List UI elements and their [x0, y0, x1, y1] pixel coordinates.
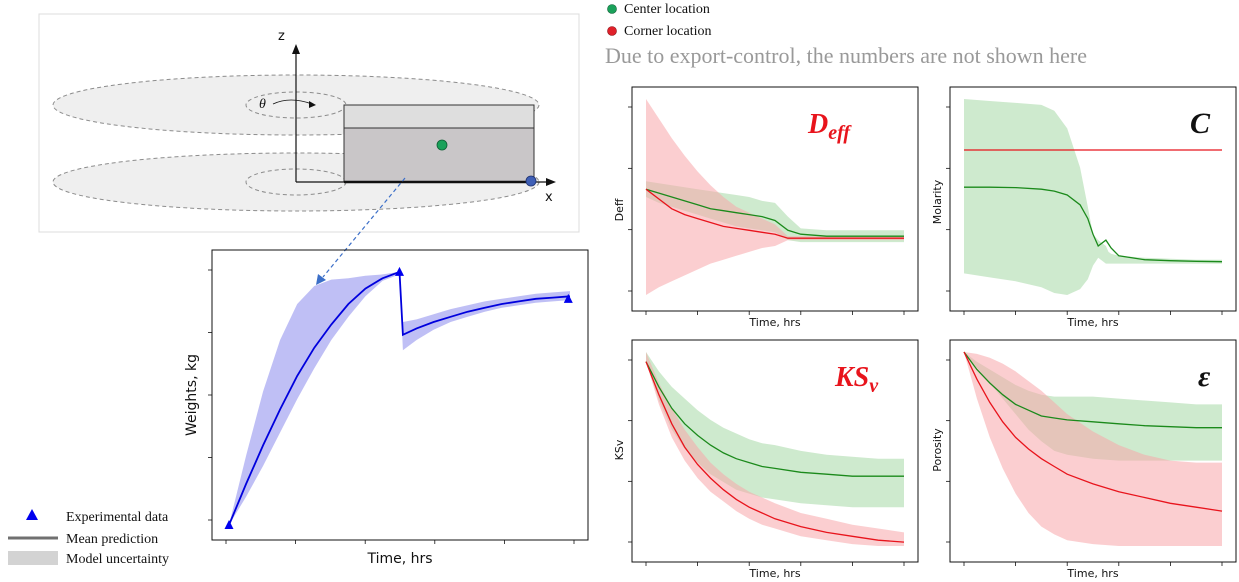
deff-corner-line	[645, 188, 904, 239]
ksv-corner-band	[646, 352, 904, 546]
porosity-corner-line	[963, 351, 1223, 512]
molarity-center-band	[964, 99, 1222, 295]
weights-ylabel: Weights, kg	[184, 354, 200, 436]
ksv-xlabel: Time, hrs	[748, 567, 800, 580]
ksv-center-line	[645, 361, 904, 477]
deff-title: Deff	[807, 109, 852, 144]
pointer-arrow-icon	[316, 274, 326, 285]
ksv-ylabel: KSv	[613, 439, 626, 460]
corner-location-marker	[525, 175, 537, 187]
deff-corner-band	[646, 99, 904, 295]
theta-arc	[272, 99, 313, 105]
molarity-ylabel: Molarity	[931, 179, 944, 224]
ksv-plot-frame	[631, 339, 919, 563]
domain-box-front	[343, 127, 535, 183]
weights-chart: Time, hrs Weights, kg	[184, 249, 589, 567]
domain-box-top	[343, 104, 535, 129]
legend-left: Experimental data Mean prediction Model …	[8, 509, 169, 567]
weights-ticks	[208, 269, 575, 544]
weights-mean-line	[228, 270, 571, 526]
x-axis-label: x	[545, 190, 553, 205]
ksv-title: KSv	[834, 362, 879, 397]
legend-model-uncertainty: Model uncertainty	[66, 552, 169, 567]
theta-arrow-icon	[309, 101, 316, 108]
experimental-data-icon	[26, 509, 38, 520]
molarity-center-line	[964, 186, 1223, 263]
experimental-data-point	[224, 520, 234, 529]
export-control-notice: Due to export-control, the numbers are n…	[605, 43, 1087, 68]
legend-mean-prediction: Mean prediction	[66, 532, 158, 547]
schematic: z x θ	[38, 13, 580, 285]
legend-corner-location: Corner location	[624, 24, 711, 39]
z-axis-label: z	[278, 29, 285, 44]
porosity-xlabel: Time, hrs	[1066, 567, 1118, 580]
x-axis-arrow-icon	[546, 178, 556, 186]
porosity-ylabel: Porosity	[931, 428, 944, 472]
molarity-plot-frame	[949, 86, 1237, 312]
deff-ticks	[628, 106, 905, 315]
theta-label: θ	[259, 97, 266, 112]
porosity-plot-frame	[949, 339, 1237, 563]
ksv-corner-line	[645, 361, 905, 543]
corner-location-legend-icon	[607, 26, 617, 36]
molarity-xlabel: Time, hrs	[1066, 316, 1118, 329]
ksv-ticks	[628, 359, 905, 566]
model-uncertainty-icon	[8, 551, 58, 565]
porosity-corner-band	[964, 352, 1222, 546]
z-axis-arrow-icon	[292, 44, 300, 54]
deff-xlabel: Time, hrs	[748, 316, 800, 329]
molarity-title: C	[1190, 107, 1211, 140]
legend-right: Center location Corner location	[607, 2, 711, 39]
legend-experimental-data: Experimental data	[66, 510, 169, 525]
pointer-dashed-arrow	[322, 177, 406, 278]
molarity-ticks	[946, 106, 1223, 315]
porosity-ticks	[946, 359, 1223, 566]
weights-experimental-points	[224, 266, 573, 529]
deff-center-line	[645, 188, 904, 237]
deff-plot-frame	[631, 86, 919, 312]
experimental-data-point	[563, 293, 573, 303]
weights-uncertainty-band	[229, 271, 570, 525]
molarity-chart: C Time, hrs Molarity	[931, 86, 1237, 329]
center-location-marker	[436, 139, 448, 151]
deff-ylabel: Deff	[613, 198, 626, 221]
porosity-center-band	[964, 352, 1222, 461]
porosity-title: ε	[1198, 360, 1211, 393]
porosity-center-line	[963, 351, 1222, 429]
weights-xlabel: Time, hrs	[366, 551, 432, 567]
ksv-chart: KSv Time, hrs KSv	[613, 339, 919, 580]
center-location-legend-icon	[607, 4, 617, 14]
experimental-data-point	[395, 266, 404, 276]
deff-chart: Deff Time, hrs Deff	[613, 86, 919, 329]
porosity-chart: ε Time, hrs Porosity	[931, 339, 1237, 580]
legend-center-location: Center location	[624, 2, 710, 17]
